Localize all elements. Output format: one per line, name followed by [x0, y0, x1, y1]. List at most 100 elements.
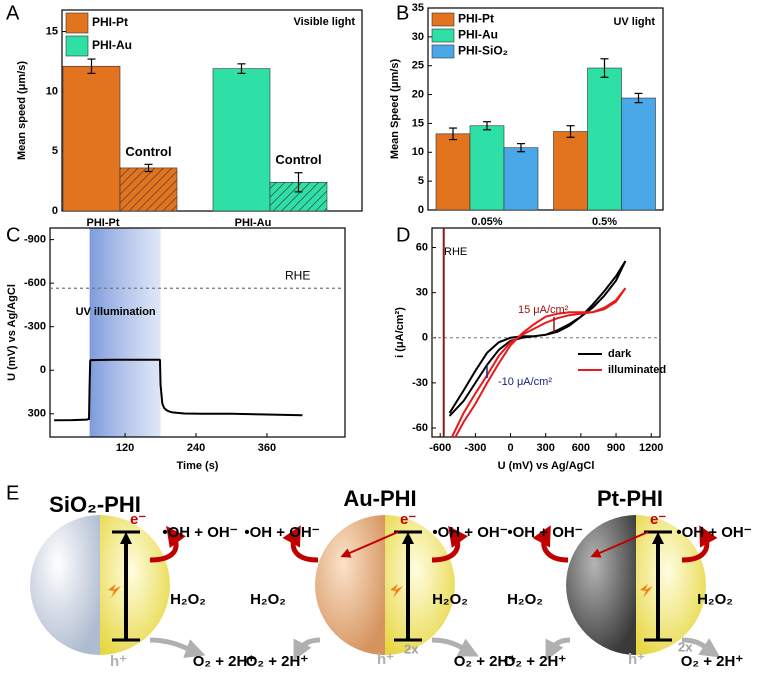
- legend-label: PHI-SiO₂: [458, 44, 508, 58]
- x-tick-label: -600: [429, 442, 451, 454]
- x-tick-label: PHI-Au: [235, 217, 272, 229]
- bar: [62, 65, 121, 212]
- particle-sio2: SiO₂-PHI e⁻ h⁺ •OH + OH⁻ H₂O₂ O₂ + 2H⁺: [30, 492, 255, 670]
- plot-frame: [49, 227, 346, 438]
- y-tick-label: 15: [46, 25, 58, 37]
- panel: UV illumination C -900 -600 -300 0 300 120 240 36…: [6, 224, 346, 472]
- y-tick-label: 35: [412, 2, 424, 14]
- light-icon: [390, 584, 403, 598]
- y-tick-label: -60: [412, 422, 428, 434]
- x-axis-label: Time (s): [177, 460, 219, 472]
- particle-title: Au-PHI: [343, 486, 416, 511]
- panel: B 0 5 10 15 20 25 30 35 Mean Speed (μm/s) 0.05% 0.5…: [389, 2, 664, 228]
- x-tick-label: 0.05%: [471, 216, 502, 228]
- legend-label: PHI-Au: [92, 38, 132, 52]
- panel-label: B: [396, 2, 409, 24]
- bar: [621, 97, 656, 211]
- bar-annotation: Control: [125, 144, 171, 159]
- reduction-arrow: [149, 525, 186, 563]
- panel-label: E: [6, 482, 19, 504]
- oxygen: O₂ + 2H⁺: [504, 653, 567, 670]
- x-tick-label: 240: [187, 442, 205, 454]
- au-half: [315, 515, 385, 655]
- bar-annotation: Control: [275, 152, 321, 167]
- legend-label: PHI-Au: [458, 28, 498, 42]
- panel-label: C: [6, 224, 20, 246]
- series-line: [54, 358, 303, 422]
- y-tick-label: 25: [412, 60, 424, 72]
- bar: [119, 167, 178, 212]
- x-tick-label: 1200: [639, 442, 663, 454]
- bar: [435, 133, 471, 211]
- y-tick-label: 60: [416, 241, 428, 253]
- particle-title: SiO₂-PHI: [49, 492, 141, 517]
- light-icon: [640, 584, 653, 598]
- y-tick-label: 30: [412, 31, 424, 43]
- bar: [503, 147, 539, 211]
- oxygen: O₂ + 2H⁺: [454, 653, 517, 670]
- y-tick-label: 10: [46, 85, 58, 97]
- phi-half: [385, 515, 455, 655]
- shaded-region: [89, 228, 161, 437]
- x-tick-label: 120: [116, 442, 134, 454]
- x-axis-label: U (mV) vs Ag/AgCl: [498, 460, 595, 472]
- oxidant: H₂O₂: [697, 591, 733, 608]
- x-tick-label: 360: [258, 442, 276, 454]
- hole: h⁺: [628, 651, 645, 668]
- bar: [212, 68, 271, 212]
- y-axis-label: U (mV) vs Ag/AgCl: [6, 284, 18, 381]
- x-tick-label: 900: [607, 442, 625, 454]
- oxidant: H₂O₂: [507, 591, 543, 608]
- radicals: •OH + OH⁻: [507, 524, 582, 541]
- legend-swatch: [431, 12, 455, 27]
- bar: [553, 131, 588, 211]
- radicals: •OH + OH⁻: [162, 524, 237, 541]
- oxidant: H₂O₂: [432, 591, 468, 608]
- legend-label: dark: [608, 348, 632, 360]
- phi-half: [636, 515, 706, 655]
- particle-au: Au-PHI e⁻ h⁺ 2x •OH + OH⁻ H₂O₂ O₂ + 2H⁺ …: [244, 486, 516, 670]
- radicals: •OH + OH⁻: [432, 524, 507, 541]
- y-tick-label: 30: [416, 287, 428, 299]
- panel: A 0 5 10 15 Mean speed (μm/s) Control PHI-Pt Con…: [6, 2, 363, 229]
- transfer-arrow: [340, 531, 399, 558]
- plot-frame: [61, 9, 363, 212]
- reference-label: RHE: [444, 246, 467, 258]
- y-tick-label: -30: [412, 377, 428, 389]
- oxygen: O₂ + 2H⁺: [246, 653, 309, 670]
- annotation: 15 μA/cm²: [518, 304, 569, 316]
- y-tick-label: 10: [412, 146, 424, 158]
- phi-half: [100, 515, 170, 655]
- legend-label: illuminated: [608, 364, 666, 376]
- particle-pt: Pt-PHI e⁻ h⁺ 2x •OH + OH⁻ H₂O₂ O₂ + 2H⁺ …: [504, 486, 752, 670]
- y-tick-label: -600: [24, 277, 46, 289]
- light-icon: [108, 584, 121, 598]
- pt-half: [566, 515, 636, 655]
- oxidation-arrow: [545, 637, 571, 661]
- x-tick-label: 0.5%: [592, 216, 617, 228]
- oxidant: H₂O₂: [170, 591, 206, 608]
- reduction-arrow: [282, 525, 319, 563]
- legend-label: PHI-Pt: [458, 12, 494, 26]
- y-tick-label: 15: [412, 117, 424, 129]
- legend-swatch: [431, 44, 455, 59]
- series-line: [448, 260, 627, 417]
- y-axis-label: i (μA/cm²): [394, 307, 406, 358]
- bar: [587, 67, 622, 211]
- x-tick-label: 600: [572, 442, 590, 454]
- reduction-arrow: [681, 525, 718, 563]
- series-line: [451, 287, 627, 438]
- x-tick-label: PHI-Pt: [87, 217, 120, 229]
- electron: e⁻: [130, 511, 146, 528]
- annotation: -10 μA/cm²: [498, 376, 552, 388]
- panel-label: A: [6, 2, 20, 24]
- oxidation-arrow: [149, 637, 206, 658]
- factor: 2x: [404, 641, 419, 656]
- hole: h⁺: [377, 651, 394, 668]
- shade-label: UV illumination: [76, 306, 156, 318]
- reduction-arrow: [532, 525, 569, 563]
- y-tick-label: 0: [40, 364, 46, 376]
- oxygen: O₂ + 2H⁺: [681, 653, 744, 670]
